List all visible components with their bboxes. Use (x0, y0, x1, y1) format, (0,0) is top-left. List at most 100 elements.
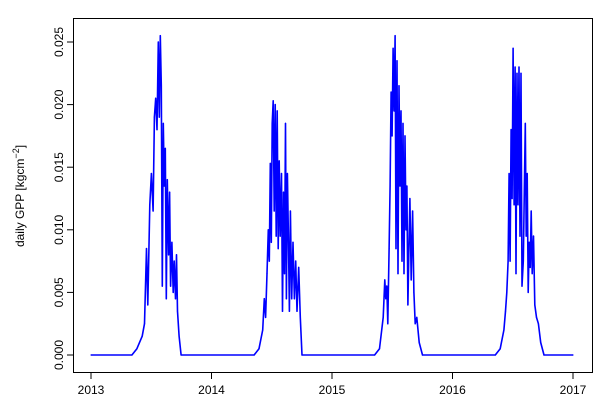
data-point (285, 298, 287, 300)
data-point (266, 273, 268, 275)
data-point (390, 91, 392, 93)
data-point (288, 310, 290, 312)
data-point (399, 185, 401, 187)
y-tick-label: 0.000 (52, 340, 66, 370)
data-point (175, 254, 178, 256)
data-point (522, 260, 524, 262)
data-point (515, 273, 517, 275)
data-point (388, 248, 390, 250)
x-tick-label: 2016 (439, 383, 466, 397)
data-point (155, 97, 157, 99)
data-point (503, 329, 505, 331)
data-point (374, 354, 376, 356)
data-point (389, 185, 391, 187)
data-point (281, 310, 284, 312)
x-tick-label: 2017 (560, 383, 587, 397)
data-point (166, 179, 168, 181)
data-point (521, 285, 523, 287)
data-point (161, 285, 163, 287)
data-point (516, 72, 518, 74)
data-point (293, 298, 295, 300)
data-point (517, 204, 519, 206)
data-point (518, 66, 520, 68)
data-point (494, 354, 496, 356)
gpp-series-line (91, 34, 573, 356)
data-point (508, 172, 510, 175)
data-point (512, 47, 514, 49)
data-point (534, 304, 536, 306)
data-point (510, 129, 512, 131)
data-point (504, 310, 507, 312)
data-point (169, 191, 171, 193)
data-point (410, 279, 412, 281)
data-point (287, 235, 289, 237)
data-point (279, 235, 281, 237)
data-point (397, 273, 399, 275)
data-point (519, 235, 521, 237)
data-point (398, 85, 400, 87)
data-point (270, 241, 272, 243)
y-tick-label: 0.010 (52, 214, 66, 244)
data-point (274, 104, 276, 106)
data-point (385, 298, 387, 300)
data-point (537, 323, 540, 325)
data-point (172, 291, 174, 293)
data-point (530, 210, 532, 212)
data-point (158, 116, 160, 118)
data-point (543, 354, 545, 356)
x-tick-label: 2013 (78, 383, 105, 397)
data-point (176, 310, 179, 312)
data-point (535, 316, 538, 318)
data-point (514, 66, 516, 68)
data-point (395, 248, 397, 250)
data-point (273, 210, 275, 212)
data-point (159, 35, 161, 37)
data-point (160, 85, 162, 87)
data-point (520, 72, 522, 74)
x-tick-label: 2015 (319, 383, 346, 397)
x-axis: 2013 2014 2015 2016 2017 (78, 372, 587, 397)
data-point (171, 241, 173, 243)
data-point (178, 335, 180, 337)
data-point (147, 304, 149, 306)
data-point (263, 298, 265, 300)
data-point (275, 235, 277, 237)
data-point (164, 147, 166, 149)
data-point (532, 235, 535, 237)
data-point (143, 323, 146, 325)
data-point (156, 129, 158, 131)
data-point (392, 47, 394, 49)
data-point (407, 304, 409, 306)
data-point (528, 241, 530, 243)
data-point (404, 135, 406, 137)
data-point (378, 348, 381, 350)
data-point (284, 122, 287, 124)
data-point (509, 260, 511, 262)
data-point (400, 110, 402, 112)
data-point (405, 229, 407, 231)
data-point (513, 204, 515, 206)
data-point (131, 354, 133, 356)
data-point (276, 110, 278, 112)
data-point (277, 248, 279, 250)
data-point (540, 341, 542, 344)
data-point (403, 273, 405, 275)
data-point (289, 210, 291, 212)
data-point (409, 197, 411, 200)
data-point (572, 354, 574, 356)
data-point (150, 172, 152, 175)
y-tick-label: 0.020 (52, 89, 66, 119)
data-point (163, 185, 165, 187)
data-point (90, 354, 92, 356)
x-tick-label: 2014 (198, 383, 225, 397)
data-point (402, 122, 404, 124)
data-point (527, 291, 529, 293)
data-point (153, 116, 155, 118)
data-point (406, 185, 408, 187)
data-point (408, 248, 410, 250)
y-tick-label: 0.025 (52, 27, 66, 57)
data-point (262, 329, 264, 331)
data-point (173, 260, 175, 262)
data-point (145, 248, 148, 250)
y-tick-label: 0.005 (52, 277, 66, 307)
